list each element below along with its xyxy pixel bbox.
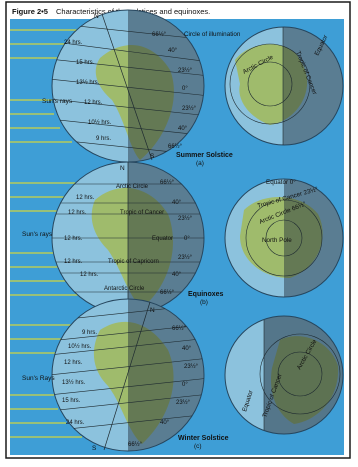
equator-label: Equator 0° [266,178,296,186]
panel-title: Summer Solstice [176,152,233,159]
panel-equinoxes: Sun's rays N S 12 hrs. 12 hrs. 12 hrs. 1… [10,161,344,324]
latitudes-equinox: 66½° 40° 23½° 0° 23½° 40° 66½° [160,179,193,296]
latitude-label: 0° [182,382,188,388]
latitude-label: 66½° [152,31,167,38]
latitude-label: 66½° [128,441,143,448]
latitude-label: 0° [184,236,190,242]
latitude-label: 66½° [160,179,175,186]
hours-label: 12 hrs. [64,236,83,242]
tropic-of-capricorn-label: Tropic of Capricorn [108,259,159,265]
antarctic-circle-label: Antarctic Circle [104,286,145,292]
hours-label: 9 hrs. [96,136,111,142]
hours-label: 12 hrs. [64,360,83,366]
sun-rays-label: Sun's rays [22,231,53,238]
latitude-label: 66½° [160,289,175,296]
hours-summer: 24 hrs. 15 hrs. 13½ hrs. 12 hrs. 10½ hrs… [64,40,112,142]
tropic-of-cancer-label: Tropic of Cancer [120,210,164,216]
hours-label: 15 hrs. [76,60,95,66]
hours-label: 15 hrs. [62,398,81,404]
panel-letter: (b) [200,299,208,306]
hours-label: 12 hrs. [68,210,87,216]
sun-rays-label: Sun's rays [42,98,73,105]
panel-letter: (a) [196,160,204,167]
north-pole-label: N [150,307,155,314]
hours-equinox: 12 hrs. 12 hrs. 12 hrs. 12 hrs. 12 hrs. [64,195,99,278]
hours-label: 12 hrs. [76,195,95,201]
panel-letter: (c) [194,443,202,450]
latitudes-summer: 66½° 40° 23½° 0° 23½° 40° 66½° [152,31,197,150]
latitude-label: 66½° [168,143,183,150]
hours-label: 24 hrs. [66,420,85,426]
north-pole-label: N [94,13,99,20]
latitude-label: 40° [178,126,188,132]
equator-label: Equator [152,236,173,242]
hours-label: 12 hrs. [64,259,83,265]
latitude-label: 40° [168,48,178,54]
globe-equinox-polar [224,178,344,298]
latitude-label: 23½° [178,215,193,222]
arctic-circle-label: Arctic Circle [116,184,149,190]
hours-label: 9 hrs. [82,330,97,336]
latitude-label: 40° [172,200,182,206]
latitude-label: 40° [182,346,192,352]
latitude-label: 23½° [184,363,199,370]
latitude-label: 23½° [178,67,193,74]
hours-label: 13½ hrs. [76,79,100,86]
illumination-label: Circle of illumination [184,31,241,38]
north-pole-label: North Pole [262,237,292,244]
hours-label: 12 hrs. [80,272,99,278]
hours-winter: 9 hrs. 10½ hrs. 12 hrs. 13½ hrs. 15 hrs.… [62,330,97,426]
hours-label: 24 hrs. [64,40,83,46]
figure-number: Figure 2•5 [12,7,48,16]
latitudes-winter: 66½° 40° 23½° 0° 23½° 40° 66½° [128,325,199,448]
hours-label: 10½ hrs. [88,119,112,126]
panel-title: Winter Solstice [178,435,229,442]
latitude-label: 40° [160,420,170,426]
hours-label: 13½ hrs. [62,379,86,386]
sun-rays-label: Sun's Rays [22,375,55,382]
panel-title: Equinoxes [188,291,224,298]
south-pole-label: S [150,153,155,160]
latitude-label: 23½° [182,105,197,112]
latitude-label: 23½° [178,254,193,261]
panel-summer-solstice: Sun's rays N S Circle of illumination 24… [10,9,344,167]
lines-equinox: Arctic Circle Tropic of Cancer Equator T… [104,184,173,292]
globe-winter-side [51,298,205,452]
north-pole-label: N [120,165,125,172]
south-pole-label: S [92,445,97,452]
latitude-label: 23½° [176,399,191,406]
latitude-label: 40° [172,272,182,278]
globe-summer-side [51,9,205,163]
latitude-label: 66½° [172,325,187,332]
hours-label: 12 hrs. [84,100,103,106]
latitude-label: 0° [182,86,188,92]
hours-label: 10½ hrs. [68,343,92,350]
